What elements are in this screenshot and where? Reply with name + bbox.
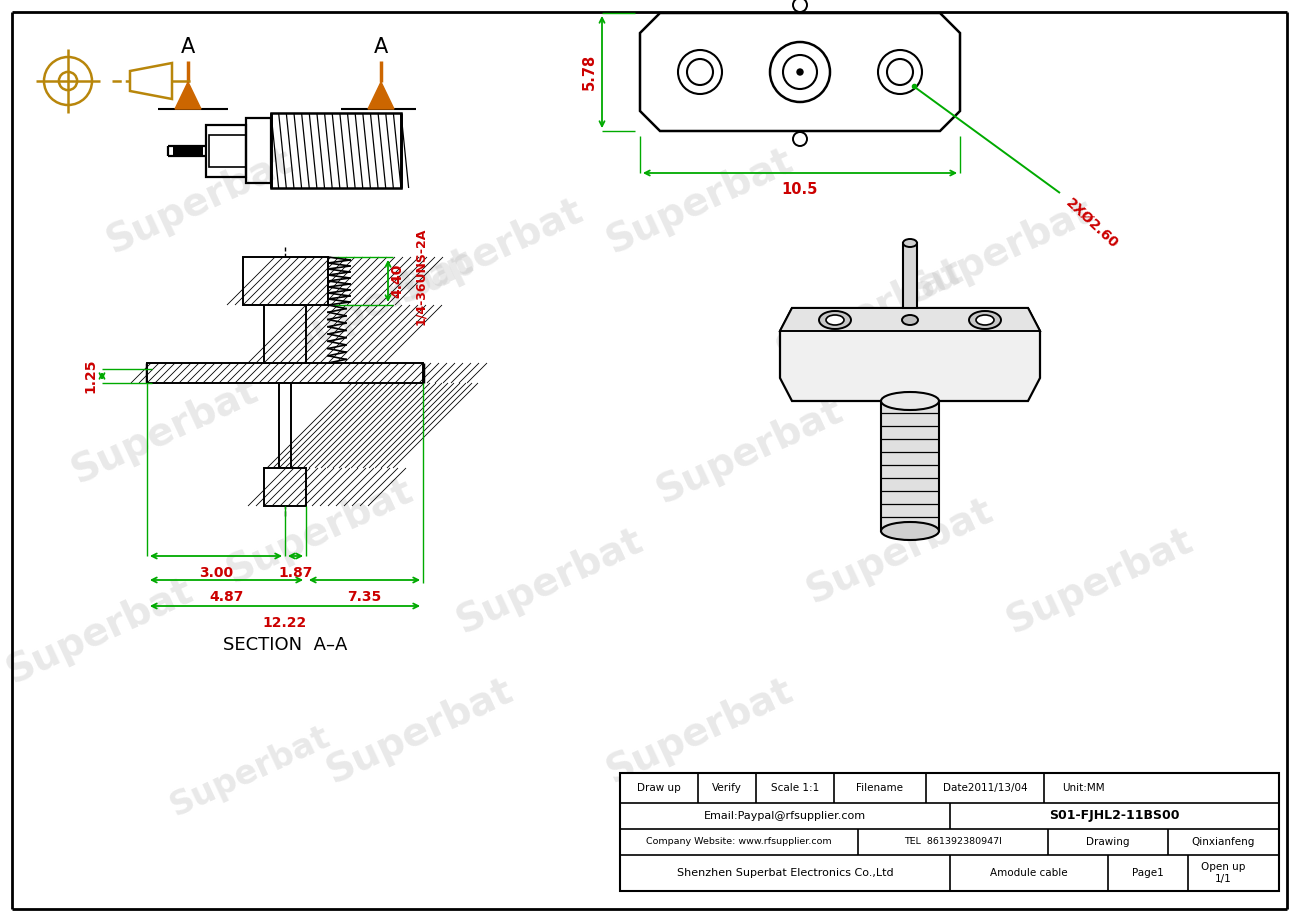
Bar [209,135,246,167]
Bar [903,243,917,308]
Text: Scale 1:1: Scale 1:1 [770,783,820,793]
Text: Unit:MM: Unit:MM [1061,783,1104,793]
Text: Superbat: Superbat [800,491,999,611]
Bar [271,113,401,188]
Text: Superbat: Superbat [651,391,850,511]
Ellipse shape [969,311,1002,329]
Text: 1/4-36UNS-2A: 1/4-36UNS-2A [414,227,427,325]
Ellipse shape [881,522,939,540]
Circle shape [887,59,913,85]
Circle shape [770,42,830,102]
Text: Open up
1/1: Open up 1/1 [1200,862,1246,884]
Polygon shape [175,82,201,109]
Text: Superbat: Superbat [321,671,520,791]
Text: 2XØ2.60: 2XØ2.60 [1063,196,1121,251]
Polygon shape [368,82,394,109]
Text: 1.87: 1.87 [278,566,313,580]
Text: 3.00: 3.00 [199,566,233,580]
Text: Verify: Verify [712,783,742,793]
Polygon shape [779,308,1040,401]
Text: SECTION  A–A: SECTION A–A [223,636,347,654]
Text: 4.40: 4.40 [390,263,404,298]
Circle shape [792,0,807,12]
Text: Superbat: Superbat [221,472,420,590]
Bar [264,305,307,363]
Text: Company Website: www.rfsupplier.com: Company Website: www.rfsupplier.com [646,837,831,846]
Text: Shenzhen Superbat Electronics Co.,Ltd: Shenzhen Superbat Electronics Co.,Ltd [677,868,894,878]
Text: TEL  861392380947l: TEL 861392380947l [904,837,1002,846]
Ellipse shape [902,315,918,325]
Circle shape [687,59,713,85]
Circle shape [798,69,803,75]
Text: Date2011/13/04: Date2011/13/04 [943,783,1028,793]
Circle shape [783,55,817,89]
Text: Filename: Filename [856,783,904,793]
Bar [207,125,246,177]
Text: 12.22: 12.22 [262,616,307,630]
Text: A: A [181,37,195,57]
Text: Superbat: Superbat [281,241,479,361]
Ellipse shape [976,315,994,325]
Text: Superbat: Superbat [600,141,799,261]
Text: Superbat: Superbat [1,571,199,691]
Text: Superbat: Superbat [900,192,1099,310]
Text: Amodule cable: Amodule cable [990,868,1068,878]
Circle shape [878,50,922,94]
Polygon shape [779,308,1040,331]
Text: Page1: Page1 [1133,868,1164,878]
Text: Superbat: Superbat [600,671,799,791]
Text: Superbat: Superbat [770,251,969,371]
Text: Email:Paypal@rfsupplier.com: Email:Paypal@rfsupplier.com [704,811,866,821]
Text: Superbat: Superbat [66,371,264,491]
Bar [279,383,291,468]
Bar [246,118,271,183]
Text: Superbat: Superbat [451,521,650,641]
Text: Qinxianfeng: Qinxianfeng [1191,837,1255,847]
Text: S01-FJHL2-11BS00: S01-FJHL2-11BS00 [1050,810,1179,822]
Bar [620,773,1280,891]
Text: A: A [374,37,388,57]
Text: Drawing: Drawing [1086,837,1130,847]
Text: 7.35: 7.35 [347,590,382,604]
Text: Superbat: Superbat [165,719,335,822]
Ellipse shape [903,239,917,247]
Text: Superbat: Superbat [1000,521,1199,641]
Circle shape [678,50,722,94]
Ellipse shape [881,392,939,410]
Bar [881,401,939,531]
Text: Superbat: Superbat [391,192,590,310]
Bar [147,363,423,383]
Text: 4.87: 4.87 [209,590,244,604]
Text: Draw up: Draw up [637,783,681,793]
Ellipse shape [826,315,844,325]
Text: 1.25: 1.25 [83,359,97,393]
Ellipse shape [818,311,851,329]
Polygon shape [640,13,960,131]
Text: Superbat: Superbat [100,141,299,261]
Bar [264,468,307,506]
Text: 5.78: 5.78 [582,53,598,90]
Bar [243,257,329,305]
Text: 10.5: 10.5 [782,182,818,197]
Circle shape [792,132,807,146]
